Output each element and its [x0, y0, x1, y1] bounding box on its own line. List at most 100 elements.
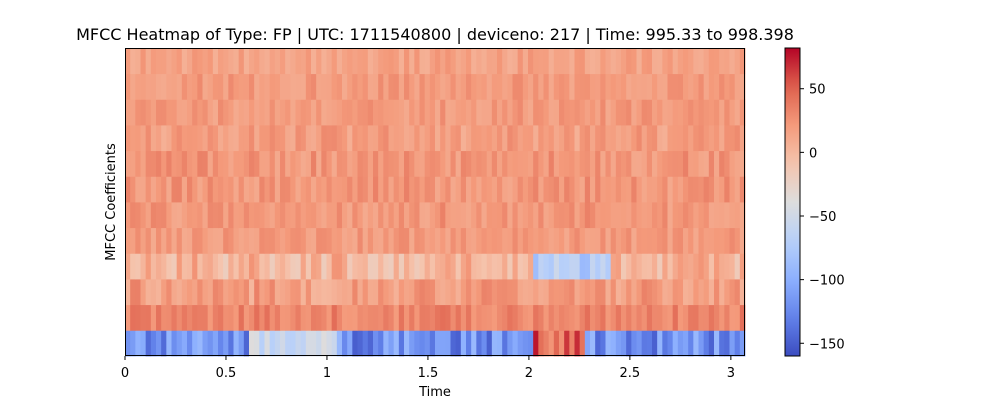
heatmap-cell [507, 330, 513, 357]
heatmap-cell [662, 125, 668, 152]
heatmap-cell [528, 125, 534, 152]
heatmap-cell [321, 304, 327, 331]
heatmap-cell [254, 304, 260, 331]
heatmap-cell [533, 48, 539, 75]
heatmap-cell [367, 176, 374, 203]
heatmap-cell [311, 150, 317, 177]
heatmap-cell [130, 150, 136, 177]
heatmap-cell [440, 253, 446, 280]
heatmap-cell [290, 279, 296, 306]
heatmap-cell [621, 279, 627, 306]
heatmap-cell [321, 48, 327, 75]
heatmap-cell [714, 253, 720, 280]
heatmap-cell [507, 202, 513, 229]
heatmap-cell [502, 202, 508, 229]
heatmap-cell [202, 176, 209, 203]
heatmap-cell [631, 330, 637, 357]
heatmap-cell [553, 253, 560, 280]
heatmap-cell [156, 304, 162, 331]
heatmap-cell [238, 330, 245, 357]
heatmap-cell [646, 125, 653, 152]
heatmap-cell [605, 202, 612, 229]
heatmap-cell [698, 202, 705, 229]
heatmap-cell [693, 202, 699, 229]
heatmap-cell [605, 99, 612, 126]
heatmap-cell [383, 125, 389, 152]
heatmap-cell [243, 99, 250, 126]
heatmap-cell [450, 253, 457, 280]
heatmap-cell [579, 73, 586, 100]
heatmap-cell [698, 330, 705, 357]
heatmap-cell [331, 73, 338, 100]
heatmap-cell [280, 304, 286, 331]
heatmap-cell [300, 73, 307, 100]
heatmap-cell [533, 253, 539, 280]
heatmap-cell [424, 304, 431, 331]
heatmap-cell [698, 176, 705, 203]
heatmap-cell [316, 253, 322, 280]
heatmap-cell [233, 150, 240, 177]
heatmap-cell [450, 202, 457, 229]
heatmap-cell [409, 279, 415, 306]
heatmap-cell [378, 150, 384, 177]
heatmap-cell [424, 202, 431, 229]
heatmap-cell [595, 73, 601, 100]
heatmap-cell [243, 279, 250, 306]
heatmap-cell [579, 330, 586, 357]
heatmap-cell [125, 99, 131, 126]
heatmap-cell [486, 48, 493, 75]
heatmap-cell [553, 304, 560, 331]
heatmap-cell [522, 73, 529, 100]
heatmap-cell [373, 202, 379, 229]
heatmap-cell [471, 279, 477, 306]
heatmap-cell [626, 227, 632, 254]
heatmap-cell [130, 125, 136, 152]
heatmap-cell [311, 227, 317, 254]
heatmap-cell [331, 202, 338, 229]
heatmap-cell [187, 176, 193, 203]
heatmap-cell [135, 176, 141, 203]
heatmap-cell [569, 99, 575, 126]
heatmap-cell [435, 227, 441, 254]
heatmap-cell [683, 202, 689, 229]
heatmap-cell [445, 279, 451, 306]
heatmap-cell [161, 202, 167, 229]
heatmap-cell [243, 125, 250, 152]
heatmap-cell [610, 227, 617, 254]
heatmap-cell [657, 125, 663, 152]
heatmap-cell [626, 99, 632, 126]
heatmap-cell [212, 125, 219, 152]
heatmap-cell [398, 304, 405, 331]
heatmap-cell [714, 150, 720, 177]
heatmap-cell [202, 99, 209, 126]
heatmap-cell [373, 99, 379, 126]
heatmap-cell [254, 176, 260, 203]
heatmap-cell [662, 48, 668, 75]
heatmap-cell [564, 202, 570, 229]
heatmap-cell [486, 279, 493, 306]
heatmap-cell [295, 253, 302, 280]
heatmap-cell [507, 279, 513, 306]
heatmap-cell [218, 304, 224, 331]
heatmap-cell [636, 125, 643, 152]
heatmap-cell [460, 176, 467, 203]
heatmap-cell [476, 150, 482, 177]
heatmap-cell [249, 48, 255, 75]
heatmap-cell [698, 48, 705, 75]
heatmap-cell [202, 253, 209, 280]
heatmap-cell [543, 202, 550, 229]
heatmap-cell [559, 202, 565, 229]
heatmap-cell [631, 73, 637, 100]
heatmap-cell [646, 202, 653, 229]
heatmap-cell [584, 279, 591, 306]
heatmap-cell [404, 73, 410, 100]
heatmap-cell [734, 99, 741, 126]
heatmap-cell [517, 99, 524, 126]
colorbar-tick-label: 50 [809, 83, 826, 98]
heatmap-cell [517, 73, 524, 100]
heatmap-cell [254, 202, 260, 229]
heatmap-cell [176, 125, 183, 152]
heatmap-cell [714, 48, 720, 75]
heatmap-cell [538, 227, 544, 254]
heatmap-cell [429, 253, 436, 280]
